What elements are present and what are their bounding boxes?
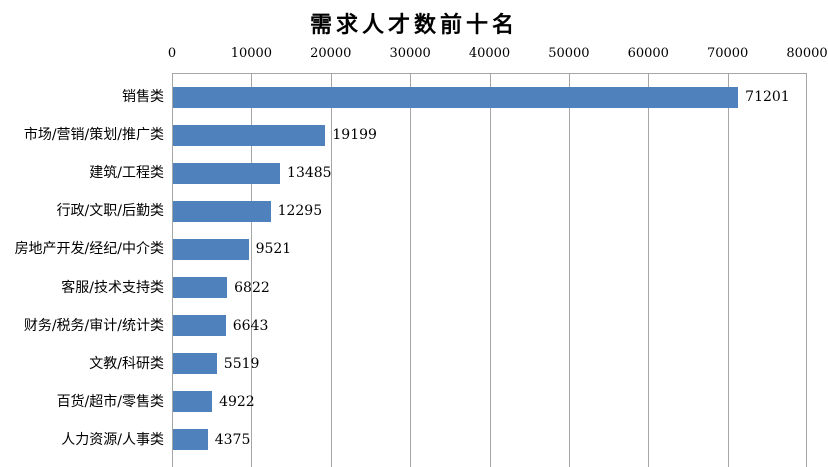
bar-row: 12295	[173, 192, 806, 230]
x-tick-label: 30000	[389, 46, 431, 61]
gridline	[648, 74, 650, 467]
bar-row: 13485	[173, 154, 806, 192]
value-label: 13485	[287, 165, 332, 182]
category-label: 人力资源/人事类	[61, 431, 164, 448]
value-label: 19199	[332, 127, 377, 144]
category-label: 百货/超市/零售类	[56, 393, 164, 410]
gridline	[251, 74, 253, 467]
category-label: 客服/技术支持类	[61, 279, 164, 296]
value-label: 9521	[255, 241, 292, 258]
bar	[173, 391, 213, 413]
plot-area: 71201 19199 13485 12295 9521 6822 6643 5519 4922…	[172, 73, 807, 467]
value-label: 5519	[223, 355, 260, 372]
x-tick-label: 50000	[548, 46, 590, 61]
x-tick-label: 80000	[786, 46, 828, 61]
x-tick-label: 60000	[627, 46, 669, 61]
bar	[173, 353, 217, 375]
category-label: 行政/文职/后勤类	[56, 203, 164, 220]
bar-row: 5519	[173, 345, 806, 383]
x-tick-label: 0	[167, 46, 177, 61]
value-label: 4922	[219, 393, 255, 410]
category-label: 房地产开发/经纪/中介类	[14, 241, 164, 258]
bar	[173, 429, 208, 451]
category-label: 市场/营销/策划/推广类	[23, 127, 164, 144]
bar	[173, 238, 249, 260]
bar-row: 6643	[173, 307, 806, 345]
category-label: 文教/科研类	[89, 355, 164, 372]
bar	[173, 86, 739, 108]
gridline	[489, 74, 491, 467]
x-axis: 0 10000 20000 30000 40000 50000 60000 70000 8000…	[0, 46, 828, 64]
gridline	[727, 74, 729, 467]
y-axis-category-labels: 销售类市场/营销/策划/推广类建筑/工程类行政/文职/后勤类房地产开发/经纪/中…	[0, 73, 164, 467]
category-label: 建筑/工程类	[89, 165, 164, 182]
bar-row: 4922	[173, 383, 806, 421]
bar-row: 71201	[173, 78, 806, 116]
x-tick-label: 10000	[230, 46, 273, 61]
gridline	[568, 74, 570, 467]
x-tick-label: 70000	[706, 46, 749, 61]
value-label: 6643	[232, 317, 269, 334]
gridline	[410, 74, 412, 467]
bar-row: 19199	[173, 116, 806, 154]
value-label: 6822	[234, 279, 270, 296]
bar	[173, 162, 281, 184]
bar-row: 6822	[173, 269, 806, 307]
x-tick-label: 20000	[310, 46, 352, 61]
chart-title: 需求人才数前十名	[309, 13, 518, 38]
value-label: 4375	[214, 431, 251, 448]
category-label: 销售类	[122, 89, 164, 106]
x-tick-label: 40000	[468, 46, 511, 61]
bar	[173, 124, 326, 146]
value-label: 12295	[277, 203, 323, 220]
value-label: 71201	[745, 89, 790, 106]
bar-row: 9521	[173, 230, 806, 268]
bar	[173, 200, 271, 222]
gridline	[330, 74, 332, 467]
bar-row: 4375	[173, 421, 806, 459]
bar	[173, 315, 226, 337]
bar	[173, 277, 228, 299]
category-label: 财务/税务/审计/统计类	[23, 317, 164, 334]
